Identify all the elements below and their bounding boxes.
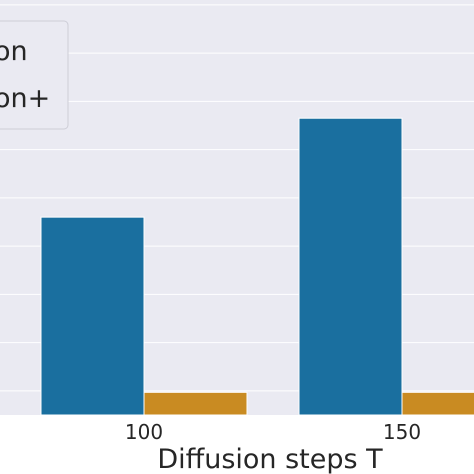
- x-tick-labels: 100 150: [125, 420, 421, 444]
- bar-2-150: [401, 391, 474, 416]
- legend-entry-1: on: [0, 36, 28, 67]
- bar-1-150: [298, 117, 403, 416]
- legend: on on+: [0, 20, 69, 130]
- bars: [40, 117, 474, 416]
- legend-box: [0, 20, 69, 130]
- legend-entry-2: on+: [0, 83, 50, 114]
- x-tick-label: 150: [383, 420, 421, 444]
- x-axis-label: Diffusion steps T: [157, 444, 383, 474]
- bar-2-100: [143, 391, 248, 416]
- bar-1-100: [40, 216, 145, 416]
- x-tick-label: 100: [125, 420, 163, 444]
